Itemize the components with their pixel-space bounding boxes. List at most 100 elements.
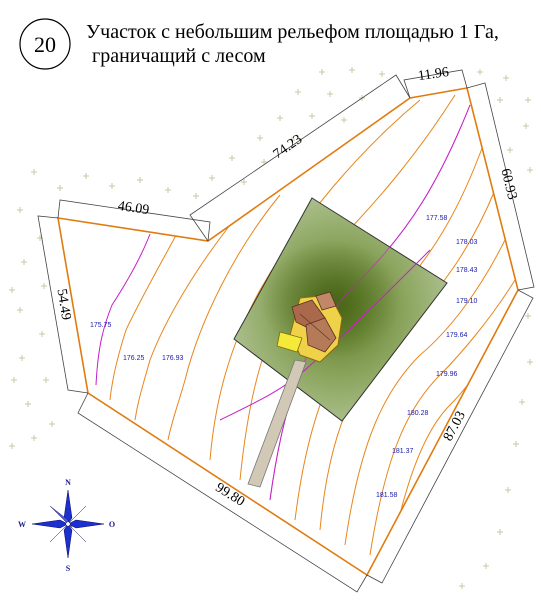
- elevation-label: 175.75: [90, 322, 112, 329]
- title-line-2: граничащий с лесом: [92, 45, 266, 67]
- compass-west-arrow: [31, 519, 69, 529]
- compass-north-label: N: [65, 478, 71, 487]
- forest-cross: [459, 583, 465, 589]
- driveway: [247, 359, 307, 488]
- title-line-1: Участок с небольшим рельефом площадью 1 …: [86, 21, 499, 43]
- plot-boundary: [57, 87, 519, 577]
- forest-cross: [519, 399, 525, 405]
- elevation-label: 179.96: [436, 371, 458, 378]
- compass-center: [65, 521, 71, 527]
- forest-cross: [25, 401, 31, 407]
- dimension-lines: [37, 69, 535, 593]
- dim-left-top: 46.09: [117, 199, 150, 218]
- forest-area: [9, 67, 533, 589]
- forest-cross: [11, 377, 17, 383]
- dim-top-short: 11.96: [417, 65, 450, 84]
- dim-line-right-bottom: [366, 289, 534, 584]
- dim-left-side: 54.49: [54, 288, 74, 321]
- contour-176-25: [134, 224, 231, 421]
- forest-cross: [41, 283, 47, 289]
- forest-cross: [497, 97, 503, 103]
- forest-cross: [289, 137, 295, 143]
- forest-cross: [527, 167, 533, 173]
- elevation-label: 177.58: [426, 215, 448, 222]
- forest-cross: [257, 135, 263, 141]
- compass-west-label: W: [18, 520, 26, 529]
- house-ridge: [299, 313, 331, 341]
- forest-cross: [341, 117, 347, 123]
- compass-south-arrow: [63, 523, 73, 559]
- forest-cross: [109, 183, 115, 189]
- forest-cross: [527, 359, 533, 365]
- compass-sw-arrow: [49, 519, 73, 543]
- forest-cross: [43, 377, 49, 383]
- forest-cross: [83, 173, 89, 179]
- forest-cross: [31, 169, 37, 175]
- compass-rose: N S W O: [18, 478, 115, 573]
- forest-cross: [319, 69, 325, 75]
- house-terrace: [276, 331, 303, 353]
- dim-line-left-top: [57, 199, 211, 242]
- plot-number-circle: [19, 18, 71, 70]
- dim-right-top: 60.93: [497, 167, 519, 201]
- forest-cross: [17, 307, 23, 313]
- forest-cross: [483, 563, 489, 569]
- contour-177-20: [209, 99, 421, 461]
- contour-176-93: [167, 194, 281, 441]
- forest-cross: [497, 529, 503, 535]
- house-roof-3: [315, 291, 337, 311]
- forest-cross: [39, 331, 45, 337]
- forest-cross: [209, 175, 215, 181]
- forest-cross: [19, 355, 25, 361]
- forest-cross: [261, 159, 267, 165]
- elevation-label: 178.43: [456, 267, 478, 274]
- forest-cross: [49, 421, 55, 427]
- elevation-label: 181.37: [392, 448, 414, 455]
- forest-cross: [523, 123, 529, 129]
- elevation-label: 181.58: [376, 492, 398, 499]
- compass-se-arrow: [63, 519, 87, 543]
- dim-top-diagonal: 74.23: [271, 132, 305, 162]
- forest-cross: [309, 113, 315, 119]
- forest-cross: [229, 155, 235, 161]
- forest-cross: [505, 487, 511, 493]
- forest-cross: [241, 179, 247, 185]
- forest-cross: [165, 187, 171, 193]
- elevation-label: 176.25: [123, 355, 145, 362]
- dim-line-top-short: [403, 69, 468, 99]
- dim-line-left-side: [37, 215, 89, 394]
- dim-line-right-top: [466, 82, 535, 291]
- forest-cross: [17, 207, 23, 213]
- house: [276, 291, 343, 363]
- forest-cross: [525, 97, 531, 103]
- compass-east-arrow: [67, 519, 105, 529]
- contour-176-00: [109, 227, 181, 401]
- forest-cross: [295, 89, 301, 95]
- forest-cross: [193, 193, 199, 199]
- elevation-label: 178.03: [456, 239, 478, 246]
- elevation-label: 176.93: [162, 355, 184, 362]
- contour-179-96: [369, 279, 516, 556]
- forest-cross: [507, 147, 513, 153]
- contour-magenta-lower: [219, 249, 431, 421]
- house-roof-2: [305, 317, 337, 353]
- forest-cross: [379, 71, 385, 77]
- forest-cross: [137, 177, 143, 183]
- header: 20 Участок с небольшим рельефом площадью…: [19, 18, 499, 70]
- compass-east-label: O: [109, 520, 115, 529]
- compass-south-label: S: [66, 564, 71, 573]
- elevation-label: 180.28: [407, 410, 429, 417]
- forest-cross: [21, 259, 27, 265]
- contour-175-75: [95, 233, 151, 386]
- forest-cross: [513, 441, 519, 447]
- forest-cross: [31, 435, 37, 441]
- forest-cross: [477, 69, 483, 75]
- forest-cross: [57, 185, 63, 191]
- plot-number: 20: [34, 32, 56, 57]
- elevation-label: 179.10: [456, 298, 478, 305]
- dim-line-top-diagonal: [189, 74, 411, 242]
- forest-cross: [503, 75, 509, 81]
- forest-cross: [9, 287, 15, 293]
- contour-179-64: [344, 239, 506, 546]
- forest-cross: [525, 313, 531, 319]
